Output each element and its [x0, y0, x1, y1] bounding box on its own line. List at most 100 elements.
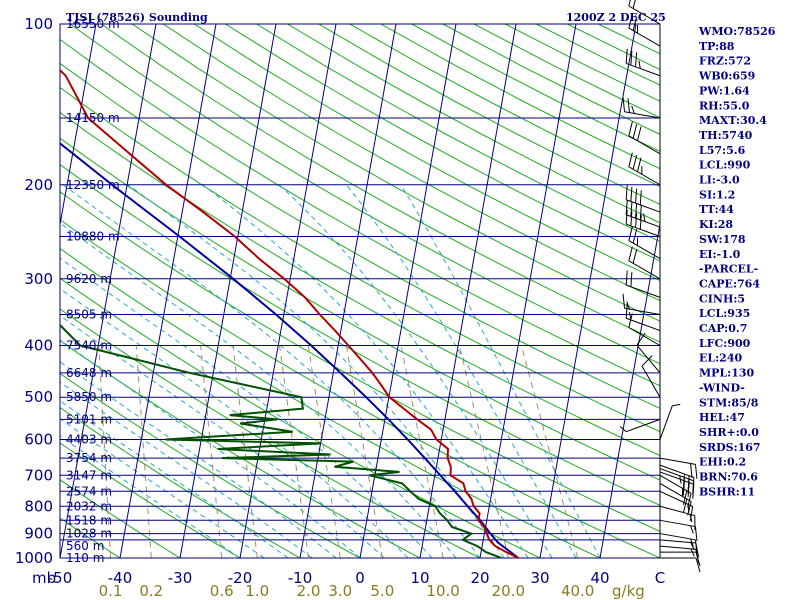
index-hel: HEL:47 — [699, 411, 745, 424]
moist-adiabat — [400, 184, 601, 558]
wind-barb — [628, 13, 661, 47]
pressure-label: 900 — [24, 525, 53, 543]
index-frz: FRZ:572 — [699, 55, 751, 68]
dry-adiabat — [60, 62, 660, 409]
index-li: LI:-3.0 — [699, 174, 740, 187]
index-si: SI:1.2 — [699, 188, 735, 201]
height-label: 4403 m — [66, 433, 112, 447]
temperature-tick-labels: -50 -40 -30 -20 -10 0 10 20 30 40 C — [48, 569, 665, 587]
mixing-ratio-label: 40.0 — [561, 582, 594, 600]
height-label: 5850 m — [66, 390, 112, 404]
index-ki: KI:28 — [699, 218, 733, 231]
height-label: 10880 m — [66, 229, 120, 243]
temperature-tick-label: -50 — [48, 569, 73, 587]
height-label: 3754 m — [66, 451, 112, 465]
wind-barb — [628, 121, 661, 155]
height-label: 2574 m — [66, 484, 112, 498]
isobars — [59, 23, 661, 559]
moist-adiabat — [202, 184, 529, 558]
isotherm — [119, 24, 217, 558]
index-bshr: BSHR:11 — [699, 485, 755, 498]
wind-barb — [625, 185, 661, 213]
pressure-label: 700 — [24, 466, 53, 484]
temperature-tick-label: 20 — [470, 569, 489, 587]
height-label: 560 m — [66, 539, 104, 553]
isotherm — [179, 24, 277, 558]
mixing-unit-label: g/kg — [612, 582, 645, 600]
pressure-label: 500 — [24, 388, 53, 406]
index-pw: PW:1.64 — [699, 84, 750, 97]
index-cap: CAP:0.7 — [699, 322, 747, 335]
height-label: 7540 m — [66, 339, 112, 353]
dry-adiabat — [567, 24, 660, 71]
temperature-profile — [60, 68, 519, 558]
index-ei: EI:-1.0 — [699, 248, 741, 261]
mixing-ratio-line — [200, 345, 223, 558]
mixing-ratio-label: 10.0 — [426, 582, 459, 600]
temperature-tick-label: -30 — [168, 569, 193, 587]
height-label: 6648 m — [66, 366, 112, 380]
mixing-ratio-label: 3.0 — [328, 582, 352, 600]
wind-barb — [659, 403, 681, 440]
wind-barb — [625, 303, 661, 332]
index-brn: BRN:70.6 — [699, 471, 758, 484]
index-wb0: WB0:659 — [698, 70, 755, 83]
dry-adiabat — [100, 24, 660, 343]
index-parcel-heading: -PARCEL- — [699, 263, 758, 276]
sounding-profiles — [60, 68, 520, 558]
isotherm — [359, 24, 457, 558]
pressure-label: 1000 — [15, 549, 53, 567]
height-label: 14150 m — [66, 111, 120, 125]
mixing-ratio-label: 0.6 — [210, 582, 234, 600]
mixing-ratio-line — [345, 345, 383, 558]
pressure-label: 100 — [24, 15, 53, 33]
wind-barb — [619, 418, 661, 433]
dewpoint-profile — [60, 323, 502, 558]
index-el: EL:240 — [699, 352, 742, 365]
wind-barb — [636, 332, 661, 374]
wind-barb — [659, 482, 692, 516]
wind-barb — [622, 97, 661, 119]
temperature-tick-label: 10 — [410, 569, 429, 587]
isotherm — [299, 24, 397, 558]
index-l57: L57:5.6 — [699, 144, 746, 157]
wind-barb — [659, 533, 698, 555]
temperature-tick-label: C — [655, 569, 665, 587]
dry-adiabat — [60, 372, 361, 558]
mixing-ratio-label: 5.0 — [370, 582, 394, 600]
wind-barb — [622, 293, 661, 316]
wind-barb — [659, 464, 695, 492]
height-label: 2032 m — [66, 499, 112, 513]
mixing-ratio-line — [135, 345, 152, 558]
dry-adiabat — [535, 24, 660, 86]
index-wind-heading: -WIND- — [699, 381, 745, 394]
temperature-tick-label: -20 — [228, 569, 253, 587]
index-tp: TP:88 — [699, 40, 735, 53]
index-lcl2: LCL:935 — [699, 307, 750, 320]
height-label: 9620 m — [66, 272, 112, 286]
wind-barb — [660, 551, 701, 567]
isotherm — [60, 24, 97, 228]
height-label: 16550 m — [66, 17, 120, 31]
mixing-ratio-label: 0.1 — [99, 582, 123, 600]
mixing-ratio-line — [459, 345, 509, 558]
pressure-labels: 1000 900 800 700 600 500 400 300 200 100 — [15, 15, 53, 567]
height-label: 3147 m — [66, 468, 112, 482]
wind-barb — [625, 48, 661, 77]
mixing-ratio-line — [279, 345, 310, 558]
isotherm — [239, 24, 337, 558]
dry-adiabat — [69, 24, 660, 365]
index-stm: STM:85/8 — [699, 396, 759, 409]
wind-barbs — [619, 0, 701, 573]
isotherm — [419, 24, 517, 558]
wind-barb — [628, 226, 661, 260]
pressure-label: 300 — [24, 270, 53, 288]
isotherm — [479, 24, 577, 558]
temperature-tick-label: -10 — [288, 569, 313, 587]
index-cape: CAPE:764 — [699, 277, 760, 290]
plot-frame — [59, 23, 661, 559]
pressure-label: 600 — [24, 431, 53, 449]
height-label: 1518 m — [66, 513, 112, 527]
